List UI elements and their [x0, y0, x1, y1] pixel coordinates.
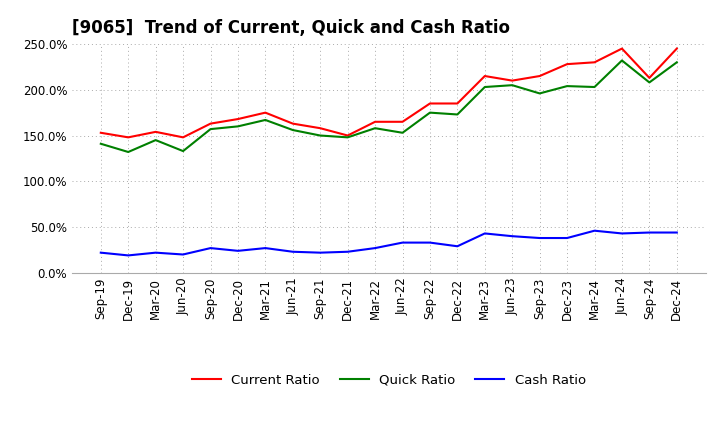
Quick Ratio: [618, 58, 626, 63]
Current Ratio: [508, 78, 516, 83]
Cash Ratio: [124, 253, 132, 258]
Current Ratio: [233, 117, 242, 122]
Cash Ratio: [590, 228, 599, 233]
Quick Ratio: [590, 84, 599, 90]
Cash Ratio: [563, 235, 572, 241]
Cash Ratio: [672, 230, 681, 235]
Cash Ratio: [645, 230, 654, 235]
Current Ratio: [480, 73, 489, 79]
Current Ratio: [453, 101, 462, 106]
Quick Ratio: [233, 124, 242, 129]
Cash Ratio: [398, 240, 407, 245]
Quick Ratio: [453, 112, 462, 117]
Quick Ratio: [151, 137, 160, 143]
Quick Ratio: [371, 125, 379, 131]
Quick Ratio: [179, 148, 187, 154]
Quick Ratio: [672, 60, 681, 65]
Current Ratio: [618, 46, 626, 51]
Legend: Current Ratio, Quick Ratio, Cash Ratio: Current Ratio, Quick Ratio, Cash Ratio: [186, 368, 591, 392]
Line: Current Ratio: Current Ratio: [101, 48, 677, 137]
Quick Ratio: [206, 126, 215, 132]
Cash Ratio: [289, 249, 297, 254]
Current Ratio: [289, 121, 297, 126]
Quick Ratio: [343, 135, 352, 140]
Current Ratio: [645, 75, 654, 81]
Cash Ratio: [480, 231, 489, 236]
Cash Ratio: [508, 234, 516, 239]
Cash Ratio: [453, 244, 462, 249]
Quick Ratio: [398, 130, 407, 136]
Quick Ratio: [261, 117, 270, 123]
Current Ratio: [590, 60, 599, 65]
Cash Ratio: [316, 250, 325, 255]
Quick Ratio: [124, 149, 132, 154]
Current Ratio: [563, 62, 572, 67]
Line: Cash Ratio: Cash Ratio: [101, 231, 677, 255]
Quick Ratio: [508, 83, 516, 88]
Quick Ratio: [563, 84, 572, 89]
Current Ratio: [206, 121, 215, 126]
Current Ratio: [151, 129, 160, 135]
Cash Ratio: [536, 235, 544, 241]
Cash Ratio: [96, 250, 105, 255]
Current Ratio: [398, 119, 407, 125]
Current Ratio: [96, 130, 105, 136]
Current Ratio: [261, 110, 270, 115]
Text: [9065]  Trend of Current, Quick and Cash Ratio: [9065] Trend of Current, Quick and Cash …: [72, 19, 510, 37]
Quick Ratio: [480, 84, 489, 90]
Line: Quick Ratio: Quick Ratio: [101, 60, 677, 152]
Current Ratio: [672, 46, 681, 51]
Cash Ratio: [206, 246, 215, 251]
Current Ratio: [343, 133, 352, 138]
Cash Ratio: [426, 240, 434, 245]
Cash Ratio: [343, 249, 352, 254]
Current Ratio: [124, 135, 132, 140]
Cash Ratio: [618, 231, 626, 236]
Cash Ratio: [151, 250, 160, 255]
Current Ratio: [179, 135, 187, 140]
Quick Ratio: [96, 141, 105, 147]
Quick Ratio: [289, 128, 297, 133]
Quick Ratio: [316, 133, 325, 138]
Cash Ratio: [179, 252, 187, 257]
Quick Ratio: [645, 80, 654, 85]
Quick Ratio: [536, 91, 544, 96]
Current Ratio: [426, 101, 434, 106]
Cash Ratio: [371, 246, 379, 251]
Quick Ratio: [426, 110, 434, 115]
Current Ratio: [371, 119, 379, 125]
Cash Ratio: [261, 246, 270, 251]
Current Ratio: [316, 125, 325, 131]
Cash Ratio: [233, 248, 242, 253]
Current Ratio: [536, 73, 544, 79]
